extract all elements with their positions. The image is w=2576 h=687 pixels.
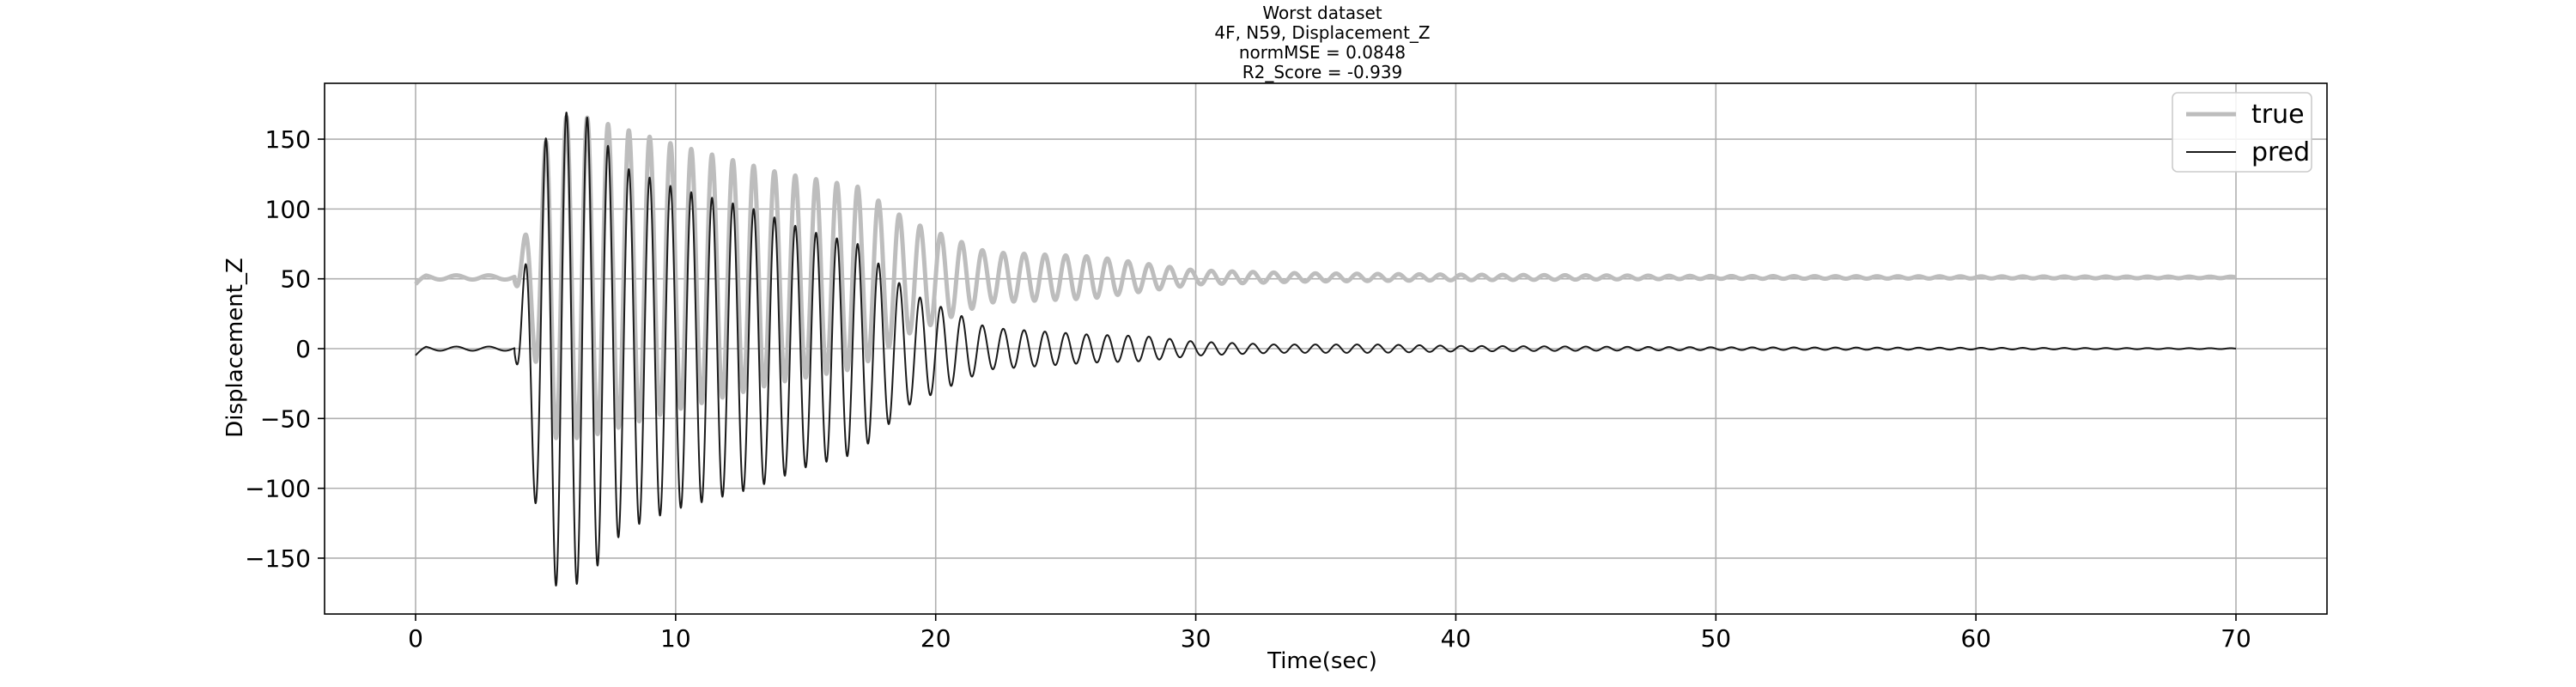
legend-label-true: true xyxy=(2251,100,2305,130)
y-tick-label: −100 xyxy=(245,475,311,503)
x-tick-label: 50 xyxy=(1700,624,1731,653)
x-tick-label: 60 xyxy=(1960,624,1991,653)
legend-label-pred: pred xyxy=(2251,137,2310,167)
title-line-3: normMSE = 0.0848 xyxy=(1239,42,1406,63)
chart-title: Worst dataset 4F, N59, Displacement_Z no… xyxy=(1214,3,1430,82)
series-layer xyxy=(413,112,2239,587)
x-axis-label: Time(sec) xyxy=(1267,648,1377,674)
x-tick-label: 10 xyxy=(660,624,691,653)
title-line-1: Worst dataset xyxy=(1262,3,1382,23)
series-line-true xyxy=(413,114,2239,441)
series-line-pred xyxy=(415,112,2237,587)
y-tick-label: 0 xyxy=(295,335,311,363)
y-tick-label: 150 xyxy=(265,125,311,154)
x-tick-label: 70 xyxy=(2221,624,2251,653)
x-tick-label: 30 xyxy=(1181,624,1212,653)
plot-area xyxy=(324,82,2328,615)
legend: true pred xyxy=(2172,92,2312,173)
x-axis: 0 10 20 30 40 50 60 70 xyxy=(408,614,2251,653)
x-tick-label: 20 xyxy=(920,624,951,653)
y-axis: −150 −100 −50 0 50 100 150 xyxy=(245,125,325,573)
x-tick-label: 40 xyxy=(1441,624,1472,653)
y-tick-label: 50 xyxy=(280,265,311,294)
y-tick-label: 100 xyxy=(265,195,311,223)
x-tick-label: 0 xyxy=(408,624,423,653)
y-tick-label: −50 xyxy=(260,404,311,433)
y-tick-label: −150 xyxy=(245,544,311,573)
title-line-2: 4F, N59, Displacement_Z xyxy=(1214,22,1430,43)
title-line-4: R2_Score = -0.939 xyxy=(1242,62,1403,82)
y-axis-label: Displacement_Z xyxy=(222,258,248,438)
